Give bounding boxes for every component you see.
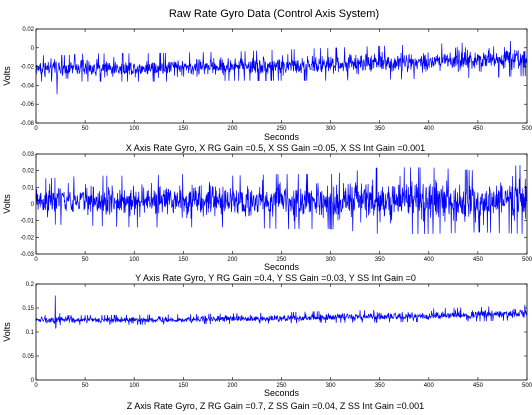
x-gyro-y-tick-label: 0.02 — [22, 27, 34, 33]
z-gyro-y-tick-label: 0.05 — [22, 354, 34, 360]
y-gyro-y-tick-label: 0.03 — [22, 152, 34, 158]
z-gyro-x-tick-label: 350 — [375, 383, 386, 389]
y-gyro-x-tick-label: 100 — [129, 257, 140, 263]
z-gyro-y-axis-label: Volts — [2, 322, 12, 342]
y-gyro-x-ticks: 0 50 100 150 200 250 300 350 400 450 500 — [34, 154, 532, 263]
x-gyro-y-ticks: -0.08 -0.06 -0.04 -0.02 0 0.02 — [20, 27, 527, 127]
figure-title: Raw Rate Gyro Data (Control Axis System) — [169, 8, 379, 20]
z-gyro-x-tick-label: 450 — [473, 383, 484, 389]
x-gyro-y-tick-label: -0.04 — [20, 83, 34, 89]
y-gyro-x-tick-label: 300 — [326, 257, 337, 263]
y-gyro-y-ticks: -0.03 -0.02 -0.01 0 0.01 0.02 0.03 — [20, 152, 527, 258]
x-gyro-y-tick-label: -0.02 — [20, 65, 34, 71]
x-gyro-x-tick-label: 150 — [178, 126, 189, 132]
z-gyro-y-ticks: 0 0.05 0.1 0.15 0.2 — [22, 282, 527, 384]
z-gyro-x-tick-label: 250 — [276, 383, 287, 389]
x-gyro-x-ticks: 0 50 100 150 200 250 300 350 400 450 500 — [34, 29, 532, 132]
y-gyro-x-tick-label: 400 — [424, 257, 435, 263]
z-gyro-x-tick-label: 150 — [178, 383, 189, 389]
panel-y-axis-gyro: 0 50 100 150 200 250 300 350 400 450 500 -0.03-0.0… — [2, 152, 532, 283]
y-gyro-y-tick-label: 0.01 — [22, 185, 34, 191]
x-gyro-x-tick-label: 200 — [227, 126, 238, 132]
x-gyro-y-tick-label: 0 — [31, 46, 35, 52]
z-gyro-y-tick-label: 0.15 — [22, 306, 34, 312]
x-gyro-x-tick-label: 250 — [276, 126, 287, 132]
panel-z-axis-gyro: 0 50 100 150 200 250 300 350 400 450 500 00.050.10… — [2, 282, 532, 411]
x-gyro-x-tick-label: 100 — [129, 126, 140, 132]
x-gyro-x-axis-label: Seconds — [264, 132, 300, 142]
x-gyro-x-tick-label: 50 — [82, 126, 89, 132]
z-gyro-y-tick-label: 0.1 — [26, 330, 35, 336]
y-gyro-y-axis-label: Volts — [2, 194, 12, 214]
y-gyro-y-tick-label: -0.03 — [20, 252, 34, 258]
y-gyro-x-tick-label: 150 — [178, 257, 189, 263]
y-gyro-x-tick-label: 450 — [473, 257, 484, 263]
z-gyro-x-tick-label: 200 — [227, 383, 238, 389]
y-gyro-x-axis-label: Seconds — [264, 262, 300, 272]
y-gyro-y-tick-label: -0.01 — [20, 219, 34, 225]
y-gyro-y-tick-label: 0.02 — [22, 169, 34, 175]
y-gyro-y-tick-label: -0.02 — [20, 235, 34, 241]
z-gyro-x-tick-label: 300 — [326, 383, 337, 389]
y-gyro-y-tick-label: 0 — [31, 202, 35, 208]
x-gyro-trace — [35, 40, 528, 95]
x-gyro-y-axis-label: Volts — [2, 66, 12, 86]
y-gyro-trace-line — [35, 164, 528, 235]
y-gyro-x-tick-label: 200 — [227, 257, 238, 263]
z-gyro-x-tick-label: 0 — [34, 383, 38, 389]
x-gyro-trace-line — [35, 40, 528, 95]
z-gyro-x-tick-label: 50 — [82, 383, 89, 389]
y-gyro-x-tick-label: 500 — [522, 257, 532, 263]
y-gyro-trace — [35, 164, 528, 235]
panel-x-axis-gyro: 0 50 100 150 200 250 300 350 400 450 500 -0.08-0.0… — [2, 27, 532, 153]
z-gyro-y-tick-label: 0.2 — [26, 282, 35, 288]
z-gyro-x-tick-label: 100 — [129, 383, 140, 389]
x-gyro-y-tick-label: -0.06 — [20, 102, 34, 108]
x-gyro-caption: X Axis Rate Gyro, X RG Gain =0.5, X SS G… — [126, 143, 425, 153]
y-gyro-caption: Y Axis Rate Gyro, Y RG Gain =0.4, Y SS G… — [135, 273, 416, 283]
x-gyro-y-tick-label: -0.08 — [20, 121, 34, 127]
x-gyro-x-tick-label: 350 — [375, 126, 386, 132]
x-gyro-x-tick-label: 500 — [522, 126, 532, 132]
z-gyro-x-tick-label: 400 — [424, 383, 435, 389]
z-gyro-trace-line — [35, 295, 528, 329]
x-gyro-x-tick-label: 400 — [424, 126, 435, 132]
y-gyro-x-tick-label: 50 — [82, 257, 89, 263]
x-gyro-x-tick-label: 450 — [473, 126, 484, 132]
z-gyro-y-tick-label: 0 — [31, 378, 35, 384]
z-gyro-caption: Z Axis Rate Gyro, Z RG Gain =0.7, Z SS G… — [127, 401, 424, 411]
z-gyro-x-tick-label: 500 — [522, 383, 532, 389]
y-gyro-x-tick-label: 250 — [276, 257, 287, 263]
z-gyro-trace — [35, 295, 528, 329]
y-gyro-x-tick-label: 0 — [34, 257, 38, 263]
x-gyro-x-tick-label: 0 — [34, 126, 38, 132]
z-gyro-x-ticks: 0 50 100 150 200 250 300 350 400 450 500 — [34, 284, 532, 389]
z-gyro-x-axis-label: Seconds — [264, 388, 300, 398]
y-gyro-x-tick-label: 350 — [375, 257, 386, 263]
x-gyro-x-tick-label: 300 — [326, 126, 337, 132]
